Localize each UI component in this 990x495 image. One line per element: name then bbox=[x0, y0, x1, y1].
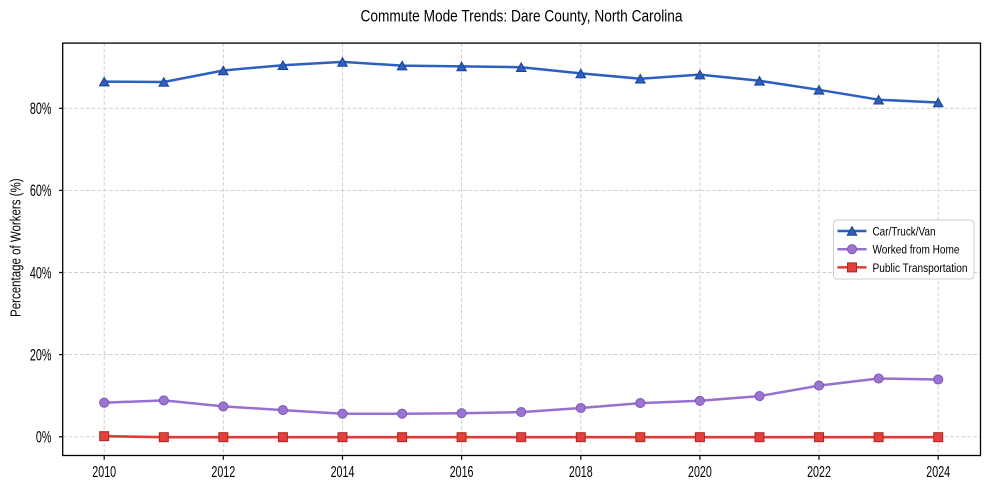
svg-text:Public Transportation: Public Transportation bbox=[873, 261, 968, 275]
svg-text:2018: 2018 bbox=[569, 464, 593, 481]
svg-text:2012: 2012 bbox=[211, 464, 235, 481]
svg-text:20%: 20% bbox=[30, 346, 52, 364]
svg-text:2022: 2022 bbox=[807, 464, 831, 481]
svg-text:2014: 2014 bbox=[331, 464, 355, 481]
svg-text:40%: 40% bbox=[30, 264, 52, 282]
svg-text:2010: 2010 bbox=[92, 464, 116, 481]
svg-text:2024: 2024 bbox=[926, 464, 950, 481]
svg-text:60%: 60% bbox=[30, 182, 52, 200]
svg-text:Percentage of Workers (%): Percentage of Workers (%) bbox=[8, 178, 25, 317]
svg-text:2016: 2016 bbox=[450, 464, 474, 481]
svg-text:80%: 80% bbox=[30, 100, 52, 118]
svg-text:Commute Mode Trends: Dare Coun: Commute Mode Trends: Dare County, North … bbox=[361, 7, 683, 26]
svg-text:0%: 0% bbox=[36, 429, 52, 447]
svg-text:Car/Truck/Van: Car/Truck/Van bbox=[873, 224, 936, 238]
svg-text:2020: 2020 bbox=[688, 464, 712, 481]
svg-text:Worked from Home: Worked from Home bbox=[873, 243, 960, 257]
